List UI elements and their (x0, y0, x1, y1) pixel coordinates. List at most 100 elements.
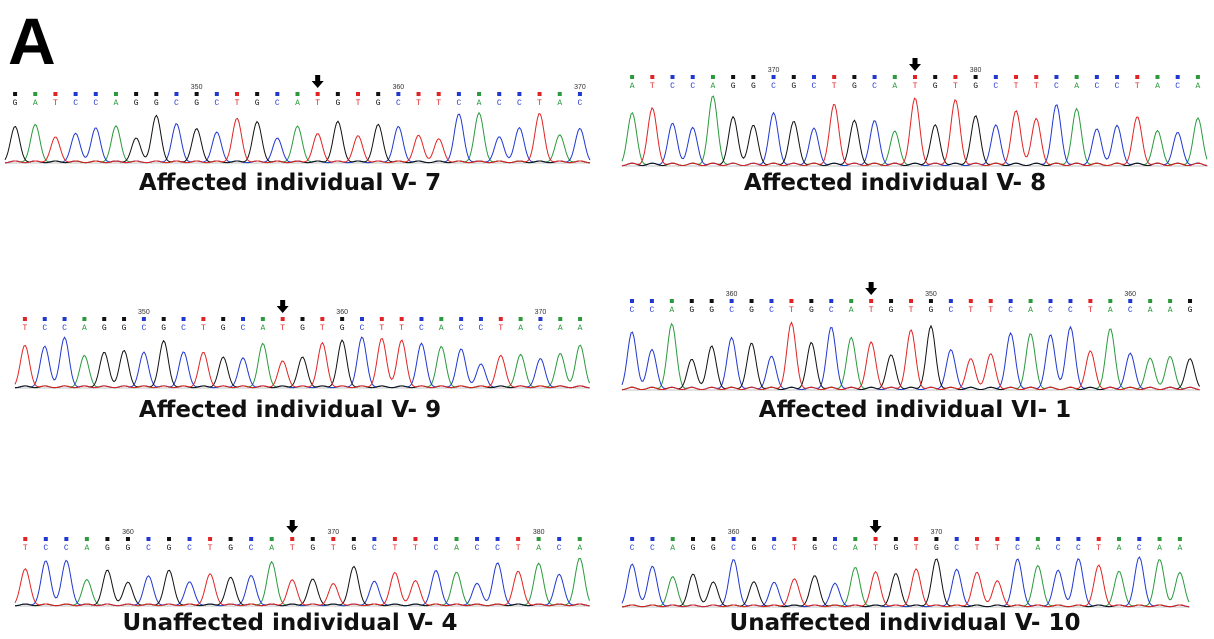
base-marker (33, 92, 37, 96)
base-letter: A (1148, 306, 1153, 315)
base-letter: A (477, 99, 482, 108)
position-number: 380 (533, 529, 545, 536)
base-marker (558, 317, 562, 321)
base-marker (691, 537, 695, 541)
base-letter: C (174, 99, 179, 108)
base-letter: A (1117, 544, 1122, 553)
base-marker (752, 537, 756, 541)
base-letter: C (1068, 306, 1073, 315)
base-marker (400, 317, 404, 321)
base-letter: C (993, 82, 998, 91)
base-letter: A (82, 324, 87, 333)
base-marker (413, 537, 417, 541)
base-marker (1097, 537, 1101, 541)
base-letter: A (558, 324, 563, 333)
base-letter: C (1094, 82, 1099, 91)
base-letter: C (214, 99, 219, 108)
base-marker (340, 317, 344, 321)
base-marker (691, 75, 695, 79)
base-marker (235, 92, 239, 96)
trace-line (5, 114, 590, 163)
base-letter: A (1074, 82, 1079, 91)
base-marker (85, 537, 89, 541)
base-letter: T (975, 544, 980, 553)
base-marker (1176, 75, 1180, 79)
base-letter: G (731, 82, 736, 91)
base-letter: C (396, 99, 401, 108)
base-letter: C (434, 544, 439, 553)
base-marker (1108, 299, 1112, 303)
base-marker (1155, 75, 1159, 79)
base-letter: A (711, 82, 716, 91)
base-marker (114, 92, 118, 96)
base-letter: C (187, 544, 192, 553)
base-marker (517, 92, 521, 96)
base-letter: C (670, 82, 675, 91)
base-letter: G (1188, 306, 1193, 315)
base-marker (751, 75, 755, 79)
base-letter: T (23, 544, 28, 553)
base-letter: G (122, 324, 127, 333)
position-number: 370 (768, 67, 780, 74)
base-letter: G (691, 544, 696, 553)
base-marker (750, 299, 754, 303)
position-number: 350 (191, 84, 203, 91)
base-letter: C (479, 324, 484, 333)
base-marker (630, 75, 634, 79)
base-letter: C (650, 544, 655, 553)
base-letter: T (988, 306, 993, 315)
base-marker (1178, 537, 1182, 541)
base-marker (311, 537, 315, 541)
base-marker (356, 92, 360, 96)
sample-label: Affected individual V- 7 (139, 170, 441, 196)
base-letter: G (934, 544, 939, 553)
trace-line (15, 339, 590, 388)
base-letter: C (1015, 544, 1020, 553)
base-marker (1135, 75, 1139, 79)
chromatogram-panel: CCAGGCGCTGCATGTGCTTCACCTACAA360370Unaffe… (622, 520, 1190, 636)
base-letter: G (709, 306, 714, 315)
base-marker (1115, 75, 1119, 79)
base-letter: G (852, 82, 857, 91)
base-letter: G (749, 306, 754, 315)
base-letter: G (134, 99, 139, 108)
base-letter: G (13, 99, 18, 108)
base-marker (497, 92, 501, 96)
base-marker (316, 92, 320, 96)
base-marker (874, 537, 878, 541)
base-letter: A (33, 99, 38, 108)
base-marker (134, 92, 138, 96)
base-letter: G (351, 544, 356, 553)
base-marker (975, 537, 979, 541)
base-marker (188, 537, 192, 541)
base-letter: T (235, 99, 240, 108)
base-letter: G (194, 99, 199, 108)
mutation-arrow (865, 282, 877, 295)
base-letter: A (295, 99, 300, 108)
base-marker (393, 537, 397, 541)
base-letter: A (577, 544, 582, 553)
position-number: 370 (574, 84, 586, 91)
base-marker (730, 299, 734, 303)
base-letter: A (1155, 82, 1160, 91)
base-letter: A (849, 306, 854, 315)
base-letter: T (953, 82, 958, 91)
base-marker (479, 317, 483, 321)
base-marker (376, 92, 380, 96)
base-letter: A (454, 544, 459, 553)
base-letter: T (873, 544, 878, 553)
base-letter: G (221, 324, 226, 333)
base-letter: C (731, 544, 736, 553)
base-marker (909, 299, 913, 303)
base-marker (671, 537, 675, 541)
base-letter: T (650, 82, 655, 91)
base-letter: C (43, 544, 48, 553)
base-letter: T (869, 306, 874, 315)
base-marker (538, 92, 542, 96)
base-letter: C (729, 306, 734, 315)
base-letter: T (914, 544, 919, 553)
base-letter: G (105, 544, 110, 553)
base-letter: G (791, 82, 796, 91)
base-letter: A (1157, 544, 1162, 553)
base-marker (853, 537, 857, 541)
